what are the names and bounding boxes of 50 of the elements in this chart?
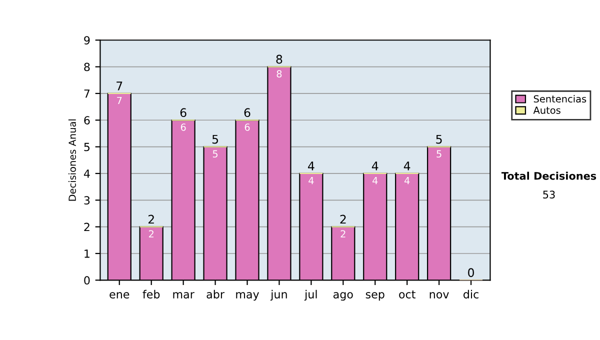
x-tick-label: oct [399, 290, 416, 298]
data-label: 4 [404, 176, 410, 184]
data-label: 6 [180, 124, 186, 131]
x-tick-label: ago [333, 292, 353, 301]
total-label: 5 [436, 134, 442, 144]
y-tick-label: 7 [84, 90, 90, 98]
y-tick-label: 1 [84, 250, 90, 258]
y-tick-label: 0 [84, 276, 90, 285]
x-tick-label: jul [304, 290, 317, 301]
legend-label: Sentencias [534, 95, 586, 103]
x-tick-label: dic [464, 290, 478, 298]
legend-label: Autos [533, 106, 560, 114]
data-label: 2 [148, 230, 154, 238]
total-label: 5 [212, 134, 218, 144]
x-tick-label: feb [142, 290, 160, 298]
x-tick-label: may [236, 292, 260, 301]
y-axis-title: Decisiones Anual [68, 119, 76, 201]
x-tick-label: mar [173, 292, 194, 298]
x-tick-label: nov [430, 292, 449, 298]
data-label: 4 [308, 176, 314, 184]
y-tick-label: 3 [84, 196, 90, 205]
total-label: 0 [468, 268, 474, 278]
data-label: 8 [276, 70, 282, 78]
y-tick-label: 6 [84, 116, 90, 125]
total-label: 6 [180, 108, 186, 118]
total-label: 4 [308, 162, 314, 170]
total-label: 4 [404, 162, 410, 170]
total-label: 6 [244, 108, 250, 118]
total-label: 8 [276, 54, 282, 64]
x-tick-label: abr [206, 290, 224, 298]
data-label: 2 [340, 230, 346, 238]
total-label: 4 [372, 162, 378, 170]
text: 53 [543, 190, 555, 199]
text: Total Decisiones [501, 172, 596, 180]
x-tick-label: ene [110, 292, 130, 298]
x-tick-label: sep [366, 292, 384, 301]
data-label: 6 [244, 124, 250, 131]
y-tick-label: 8 [84, 62, 90, 72]
data-label: 5 [212, 150, 218, 158]
total-label: 2 [340, 214, 346, 224]
y-tick-label: 2 [84, 222, 90, 232]
data-label: 4 [372, 176, 378, 184]
total-label: 2 [148, 214, 154, 224]
data-label: 5 [436, 150, 442, 158]
total-label: 7 [116, 82, 122, 90]
y-tick-label: 4 [84, 170, 90, 178]
y-tick-label: 5 [84, 142, 90, 152]
y-tick-label: 9 [84, 36, 90, 44]
x-tick-label: jun [270, 290, 287, 301]
data-label: 7 [117, 96, 122, 104]
